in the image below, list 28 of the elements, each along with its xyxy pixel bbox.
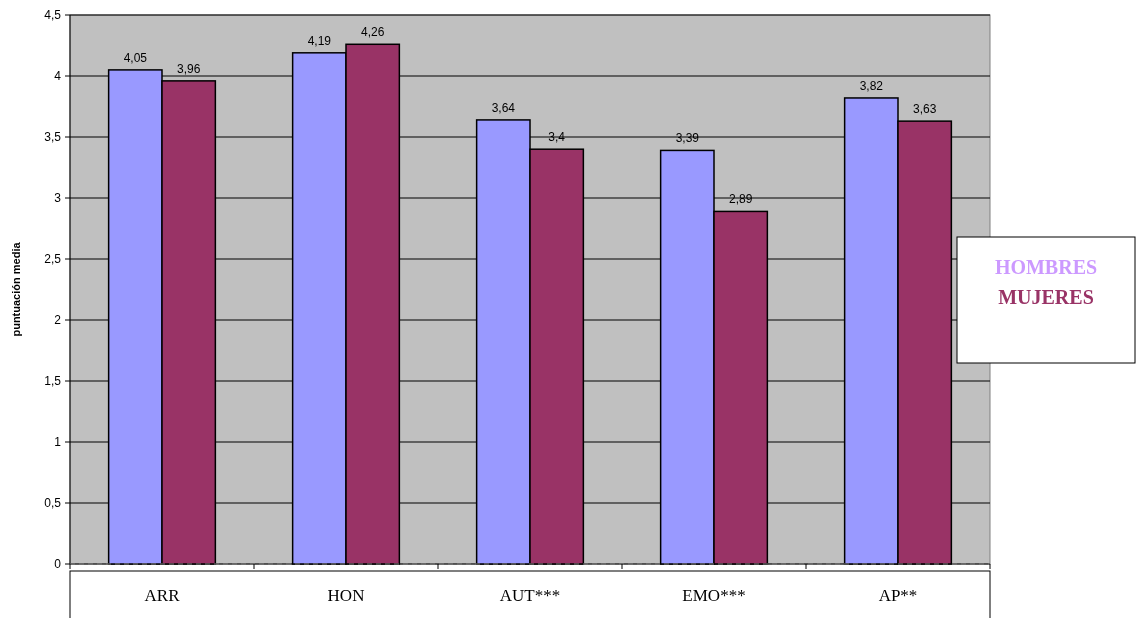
data-label: 3,82 <box>859 78 884 93</box>
y-tick-label: 4 <box>54 69 62 83</box>
y-tick-label: 2 <box>54 313 62 327</box>
y-tick-label: 4,5 <box>44 8 62 22</box>
y-tick-label: 3,5 <box>44 130 62 144</box>
y-axis-title: puntuación media <box>10 241 22 337</box>
data-label: 4,26 <box>361 25 385 40</box>
y-tick-label: 0 <box>54 557 62 571</box>
data-label: 3,63 <box>913 102 937 117</box>
y-tick-label: 1,5 <box>44 374 62 388</box>
y-tick-label: 3 <box>54 191 62 205</box>
x-tick-label: ARR <box>144 586 181 605</box>
text: MUJERES <box>998 286 1094 308</box>
data-label: 4,05 <box>123 50 148 65</box>
data-label: 3,39 <box>675 131 700 146</box>
y-tick-label: 2,5 <box>44 252 62 266</box>
data-label: 4,19 <box>307 33 332 48</box>
data-label: 3,96 <box>177 61 201 76</box>
x-tick-label: AP** <box>878 586 918 605</box>
x-tick-label: HON <box>327 586 365 605</box>
x-tick-label: AUT*** <box>499 586 561 605</box>
data-label: 3,4 <box>548 130 566 145</box>
x-tick-label: EMO*** <box>682 586 746 605</box>
text: HOMBRES <box>994 256 1098 278</box>
y-tick-label: 1 <box>54 435 62 449</box>
data-label: 3,64 <box>491 100 516 115</box>
data-label: 2,89 <box>729 192 753 207</box>
y-tick-label: 0,5 <box>44 496 62 510</box>
